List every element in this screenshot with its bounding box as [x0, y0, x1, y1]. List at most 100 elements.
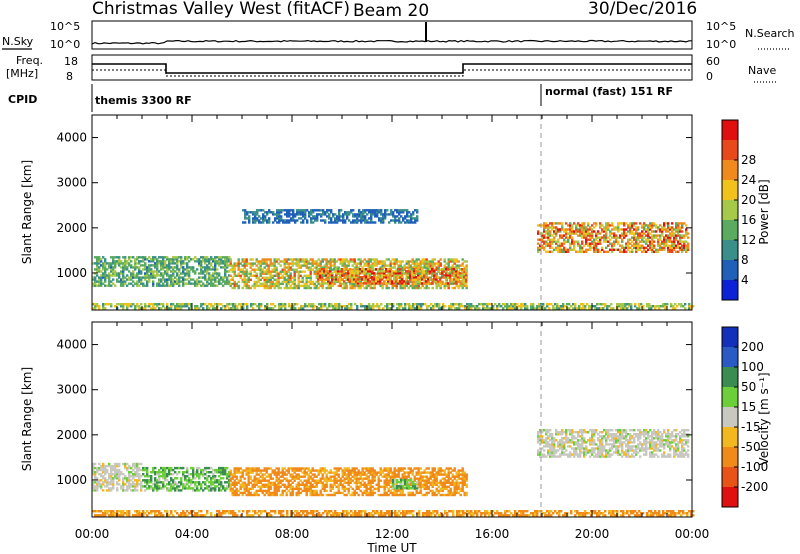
velocity-cell — [154, 485, 157, 488]
power-cell — [603, 234, 606, 237]
power-cell — [537, 250, 540, 253]
power-cell — [259, 282, 262, 286]
power-cell — [353, 284, 356, 288]
velocity-cell — [198, 475, 201, 478]
power-cell — [259, 264, 262, 267]
power-cell — [208, 268, 211, 271]
velocity-cell — [289, 487, 292, 491]
power-cell — [319, 278, 322, 281]
power-cell — [425, 264, 428, 267]
power-cell — [264, 217, 267, 220]
power-cell — [231, 270, 234, 273]
power-cell — [627, 246, 630, 249]
power-cell — [635, 246, 638, 249]
velocity-cell — [237, 481, 240, 484]
power-cell — [380, 219, 383, 222]
power-cell — [607, 250, 610, 253]
velocity-cell — [299, 475, 302, 478]
power-cell — [277, 278, 280, 281]
power-cell — [398, 209, 401, 212]
power-cell — [374, 209, 377, 212]
velocity-cell — [275, 475, 278, 478]
power-cell — [309, 286, 312, 290]
power-cell — [573, 222, 576, 225]
power-cell — [419, 270, 422, 273]
power-cell — [258, 219, 261, 222]
power-cell — [605, 246, 608, 249]
velocity-cell — [156, 485, 159, 488]
power-cell — [374, 215, 377, 218]
velocity-cell — [166, 487, 169, 490]
power-cell — [256, 217, 259, 220]
power-cell — [443, 276, 446, 279]
power-cell — [620, 307, 623, 310]
power-cell — [309, 276, 312, 279]
power-cell — [140, 260, 143, 263]
power-cell — [373, 276, 376, 279]
power-cell — [269, 278, 272, 281]
power-cell — [369, 258, 372, 261]
velocity-cell — [245, 471, 248, 474]
power-cell — [671, 234, 674, 237]
power-cell — [411, 258, 414, 261]
power-cell — [387, 286, 390, 290]
power-cell — [381, 270, 384, 273]
power-cell — [164, 264, 167, 267]
power-cell — [281, 280, 284, 284]
power-cell — [593, 242, 596, 245]
power-cell — [318, 209, 321, 212]
velocity-cell — [196, 487, 199, 490]
velocity-cell — [259, 479, 262, 482]
power-cell — [655, 226, 658, 229]
power-cell — [411, 276, 414, 279]
power-cell — [539, 224, 542, 227]
power-cell — [253, 262, 256, 265]
velocity-cell — [277, 479, 280, 482]
power-cell — [443, 274, 446, 277]
power-cell — [315, 268, 318, 271]
power-cell — [453, 276, 456, 279]
velocity-cell — [126, 468, 129, 472]
power-cell — [309, 272, 312, 275]
power-cell — [379, 274, 382, 277]
velocity-cell — [166, 489, 169, 492]
power-cell — [128, 282, 131, 285]
power-cell — [274, 219, 277, 222]
power-cell — [289, 274, 292, 277]
velocity-cell — [142, 466, 145, 470]
power-cell — [425, 276, 428, 279]
velocity-cell — [102, 481, 105, 484]
power-cell — [312, 215, 315, 218]
power-cell — [592, 305, 595, 308]
velocity-cell — [233, 479, 236, 482]
velocity-cell — [220, 483, 223, 486]
power-cell — [291, 262, 294, 265]
power-cell — [345, 284, 348, 288]
power-cell — [629, 238, 632, 241]
power-cell — [218, 258, 221, 261]
power-cell — [537, 242, 540, 245]
velocity-cell — [224, 471, 227, 474]
velocity-cell — [92, 481, 95, 484]
velocity-cell — [162, 477, 165, 480]
velocity-cell — [299, 467, 302, 470]
velocity-cell — [100, 475, 103, 478]
power-cell — [332, 305, 335, 308]
velocity-cell — [231, 483, 234, 486]
power-cell — [419, 278, 422, 281]
power-cell — [445, 262, 448, 265]
power-cell — [156, 264, 159, 267]
power-cell — [254, 215, 257, 218]
velocity-cell — [94, 462, 97, 466]
velocity-cell — [172, 487, 175, 490]
power-cell — [297, 286, 300, 290]
power-cell — [353, 268, 356, 271]
power-cell — [463, 282, 466, 285]
power-cell — [647, 244, 650, 247]
power-cell — [383, 264, 386, 267]
power-cell — [365, 282, 368, 285]
power-cell — [572, 307, 575, 310]
power-cell — [325, 270, 328, 273]
power-cell — [393, 278, 396, 281]
